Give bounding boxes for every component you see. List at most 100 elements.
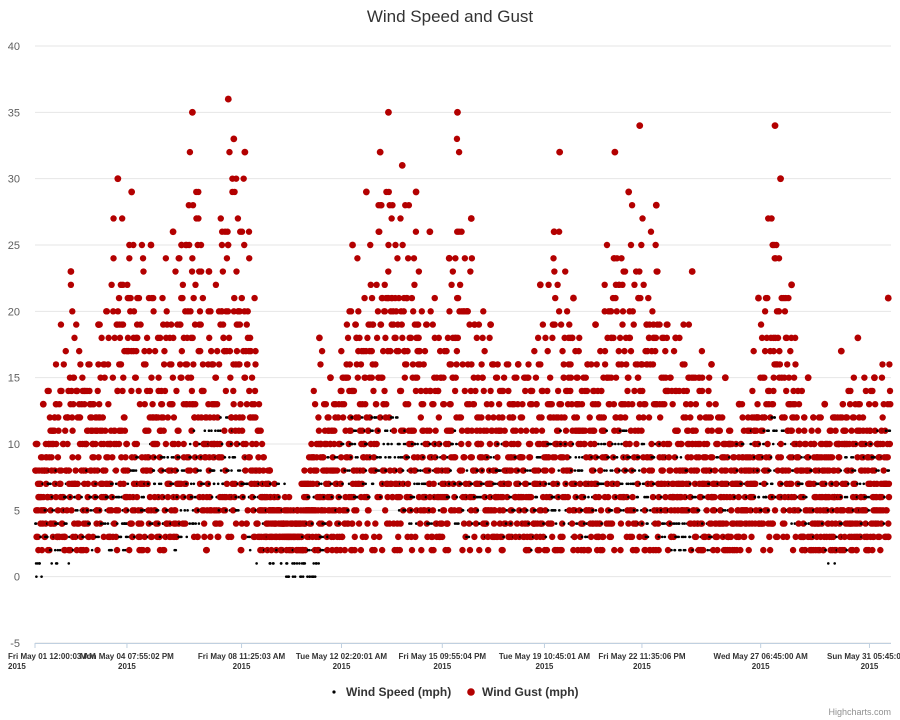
wind-speed-point — [171, 482, 175, 486]
wind-gust-point — [411, 467, 419, 474]
wind-gust-point — [169, 374, 177, 381]
wind-speed-point — [618, 429, 622, 433]
wind-speed-point — [287, 575, 291, 578]
wind-gust-point — [212, 374, 220, 381]
wind-gust-point — [396, 493, 404, 501]
wind-gust-point — [603, 241, 611, 249]
wind-gust-point — [69, 427, 76, 434]
wind-gust-point — [117, 361, 125, 368]
wind-gust-point — [548, 520, 555, 527]
wind-speed-point — [229, 442, 233, 446]
wind-gust-point — [400, 308, 407, 315]
wind-speed-point — [190, 495, 194, 499]
x-tick-label: Tue May 19 10:45:01 AM — [499, 652, 590, 661]
wind-gust-point — [600, 414, 608, 421]
wind-gust-point — [440, 374, 447, 381]
wind-speed-point — [397, 455, 400, 459]
wind-speed-point — [210, 495, 214, 499]
wind-gust-point — [232, 520, 240, 527]
wind-speed-point — [123, 548, 127, 552]
wind-gust-point — [567, 387, 574, 395]
wind-gust-point — [456, 281, 464, 288]
wind-gust-point — [401, 374, 409, 381]
wind-speed-point — [374, 469, 378, 472]
wind-gust-point — [397, 215, 404, 222]
wind-speed-point — [377, 429, 380, 433]
wind-gust-point — [621, 347, 628, 355]
wind-gust-point — [771, 507, 779, 514]
wind-gust-point — [65, 467, 73, 474]
wind-gust-point — [735, 493, 742, 501]
wind-gust-point — [302, 546, 309, 554]
wind-gust-point — [499, 414, 506, 421]
wind-gust-point — [619, 308, 627, 315]
wind-speed-point — [465, 535, 468, 539]
wind-gust-point — [244, 308, 251, 315]
wind-speed-point — [518, 482, 522, 486]
wind-gust-point — [118, 215, 126, 222]
wind-speed-point — [321, 548, 324, 552]
wind-gust-point — [160, 546, 168, 554]
wind-speed-point — [307, 495, 311, 499]
wind-gust-point — [74, 454, 82, 461]
wind-speed-point — [189, 455, 193, 459]
wind-gust-point — [412, 387, 420, 395]
wind-gust-point — [365, 507, 372, 514]
wind-gust-point — [427, 387, 434, 395]
wind-gust-point — [61, 533, 69, 541]
wind-gust-point — [75, 520, 82, 527]
wind-gust-point — [782, 387, 790, 395]
wind-speed-point — [677, 535, 680, 539]
wind-gust-point — [114, 387, 121, 395]
wind-speed-point — [525, 509, 529, 512]
wind-speed-point — [370, 416, 374, 419]
wind-gust-point — [162, 255, 170, 262]
wind-gust-point — [238, 546, 245, 554]
wind-gust-point — [153, 440, 161, 448]
wind-gust-point — [355, 414, 362, 421]
wind-gust-point — [379, 374, 386, 381]
wind-gust-point — [197, 321, 204, 328]
wind-gust-point — [472, 520, 480, 527]
wind-gust-point — [242, 467, 249, 474]
y-tick-label: 35 — [8, 107, 20, 119]
wind-gust-point — [612, 374, 620, 381]
wind-gust-point — [194, 533, 201, 541]
wind-gust-point — [423, 321, 430, 328]
wind-gust-point — [355, 520, 363, 527]
wind-gust-point — [101, 374, 108, 381]
x-tick-year: 2015 — [118, 662, 136, 671]
wind-speed-point — [768, 469, 772, 472]
wind-gust-point — [417, 414, 425, 421]
wind-gust-point — [53, 440, 60, 448]
wind-gust-point — [246, 454, 253, 461]
wind-gust-point — [696, 414, 704, 421]
wind-speed-point — [134, 469, 138, 472]
wind-gust-point — [461, 387, 469, 395]
wind-gust-point — [234, 215, 242, 222]
wind-gust-point — [640, 467, 648, 474]
wind-gust-point — [476, 546, 483, 554]
wind-speed-point — [770, 416, 773, 419]
wind-gust-point — [100, 533, 107, 541]
wind-gust-point — [787, 347, 794, 355]
wind-gust-point — [410, 255, 418, 262]
wind-gust-point — [90, 401, 97, 408]
wind-speed-point — [341, 442, 345, 446]
wind-speed-point — [185, 482, 188, 486]
wind-speed-point — [688, 482, 692, 486]
wind-speed-point — [414, 522, 418, 525]
y-tick-label: 0 — [14, 572, 20, 584]
wind-gust-point — [337, 454, 345, 461]
wind-speed-point — [618, 469, 621, 472]
wind-gust-point — [438, 520, 446, 527]
wind-gust-point — [218, 241, 226, 249]
wind-speed-point — [253, 495, 257, 499]
wind-gust-point — [582, 374, 589, 381]
wind-gust-point — [368, 374, 376, 381]
wind-gust-point — [404, 480, 412, 487]
wind-speed-point — [557, 495, 561, 499]
wind-gust-point — [711, 493, 718, 501]
wind-gust-point — [449, 268, 457, 275]
wind-gust-point — [739, 414, 746, 421]
